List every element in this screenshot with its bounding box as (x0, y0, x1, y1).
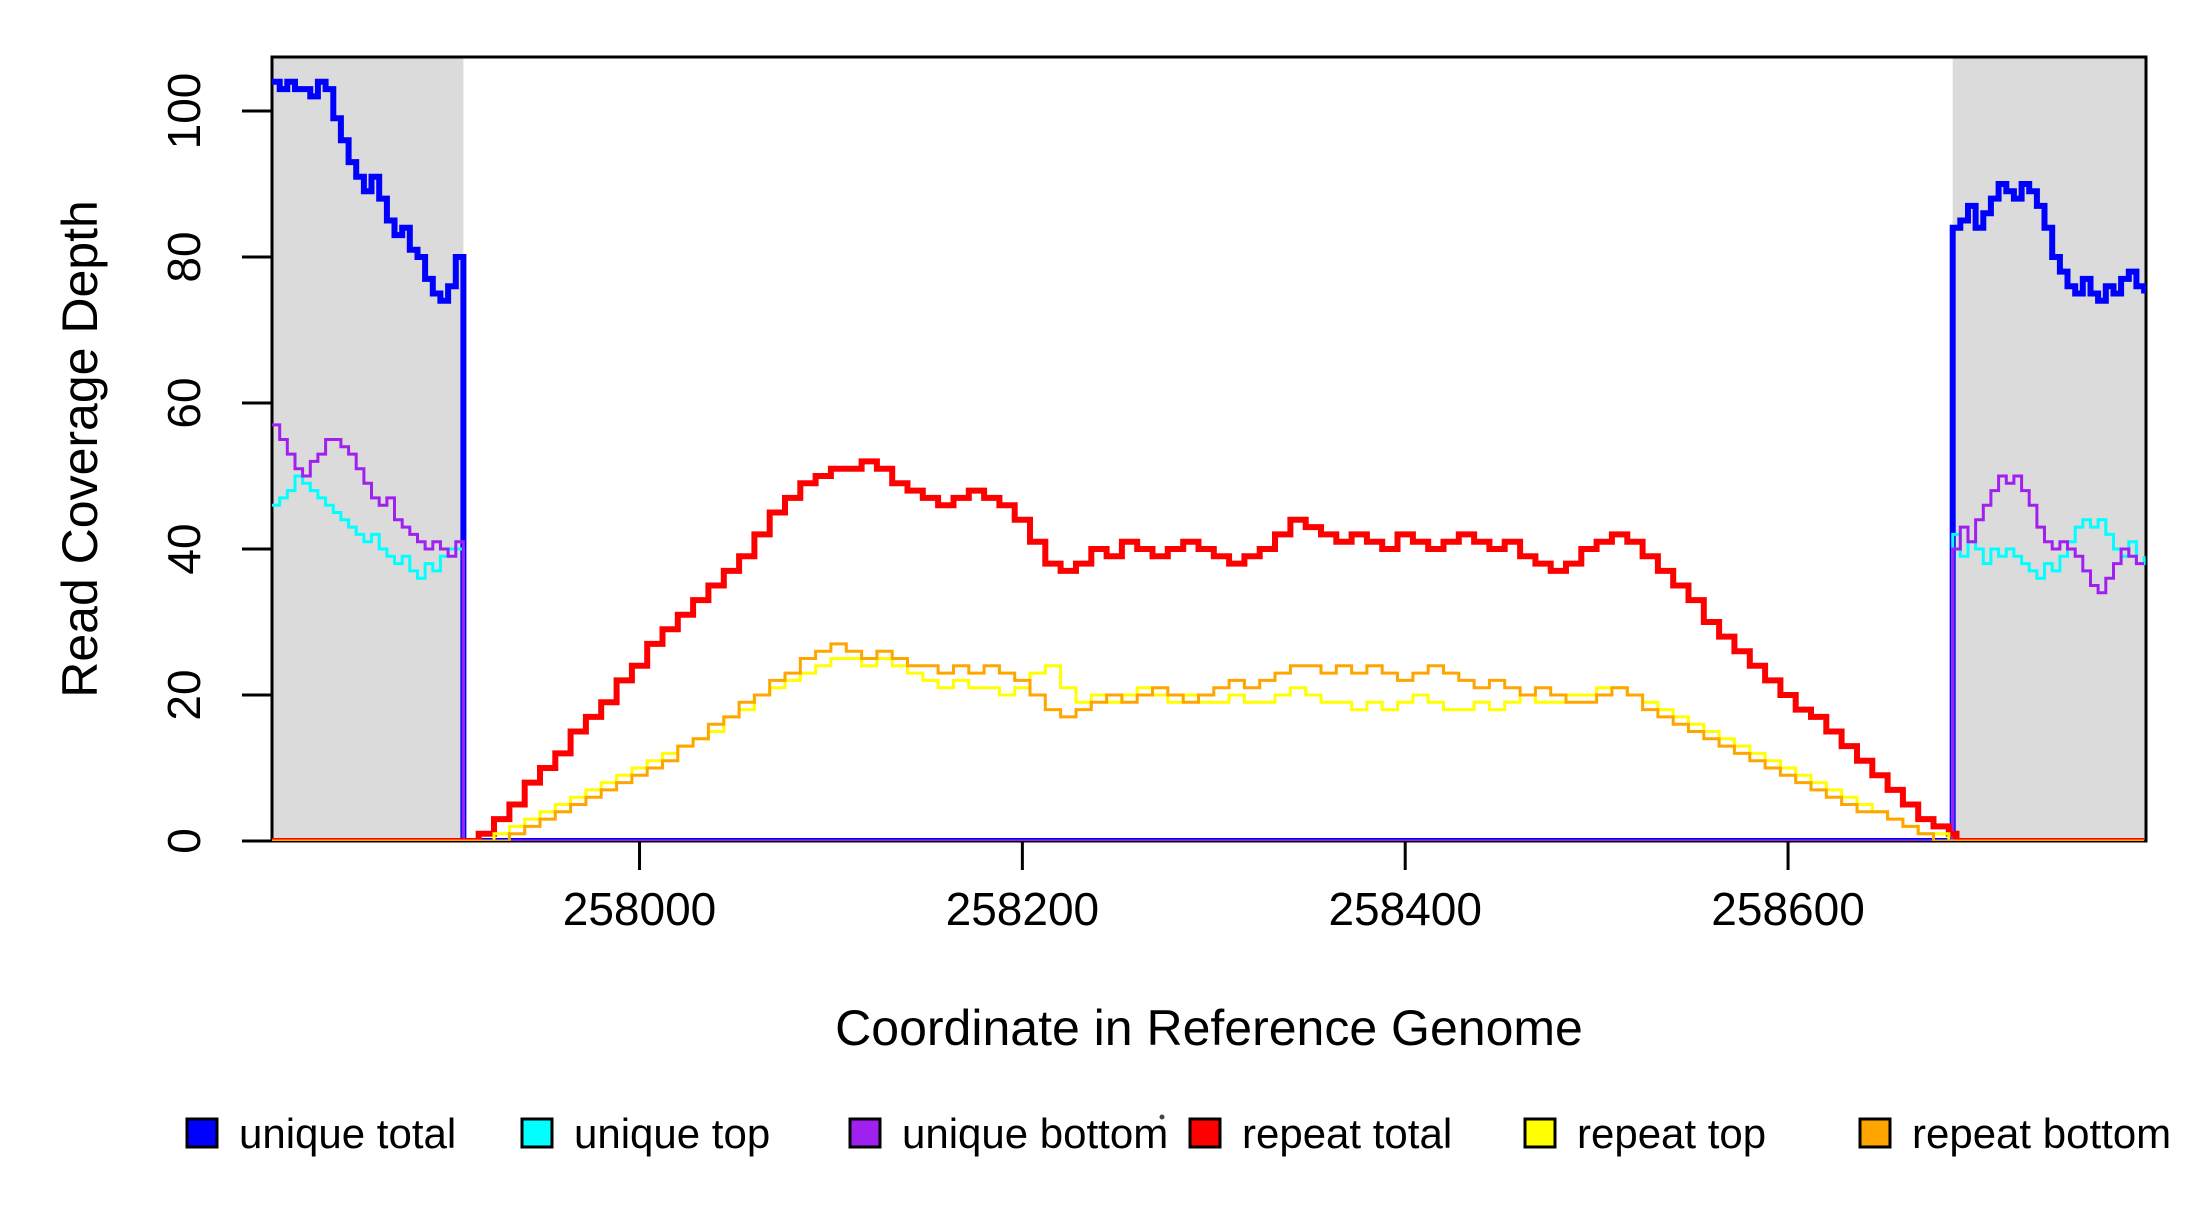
legend-swatch-unique-bottom (848, 1117, 882, 1149)
legend-swatch-unique-top (520, 1117, 554, 1149)
axes: 258000 258200 258400 258600 0 20 40 60 80 100 (158, 73, 1865, 935)
legend-item-repeat-bottom: repeat bottom (1858, 1110, 2171, 1157)
legend-label: repeat bottom (1912, 1110, 2171, 1157)
series-line-unique-bottom (272, 423, 2145, 841)
series-line-repeat-total (272, 458, 2145, 841)
series-line-unique-top (272, 474, 2146, 841)
series-line-unique-total (272, 78, 2146, 841)
shaded-region (272, 58, 464, 841)
legend-item-unique-total: unique total (185, 1110, 456, 1157)
y-tick-label: 100 (158, 73, 210, 150)
shaded-region (1952, 58, 2146, 841)
y-tick-label: 80 (158, 231, 210, 282)
x-tick-label: 258600 (1711, 883, 1865, 935)
legend-item-unique-bottom: unique bottom (848, 1110, 1168, 1157)
legend-item-repeat-total: repeat total (1188, 1110, 1452, 1157)
x-tick-label: 258200 (946, 883, 1100, 935)
y-tick-label: 60 (158, 377, 210, 428)
x-tick-label: 258400 (1328, 883, 1482, 935)
legend-swatch-repeat-top (1523, 1117, 1557, 1149)
legend-label: unique bottom (902, 1110, 1168, 1157)
shaded-regions (272, 58, 2146, 841)
legend-item-unique-top: unique top (520, 1110, 770, 1157)
series-line-repeat-bottom (272, 642, 2145, 841)
legend-label: unique top (574, 1110, 770, 1157)
legend-label: repeat total (1242, 1110, 1452, 1157)
legend-swatch-unique-total (185, 1117, 219, 1149)
y-tick-label: 0 (158, 828, 210, 854)
plot-border-box (270, 55, 2148, 843)
legend-label: unique total (239, 1110, 456, 1157)
series-line-repeat-top (272, 657, 2145, 841)
legend-swatch-repeat-bottom (1858, 1117, 1892, 1149)
legend: unique total unique top unique bottom repea… (185, 1110, 2171, 1157)
y-tick-label: 40 (158, 523, 210, 574)
x-axis-title: Coordinate in Reference Genome (835, 1000, 1583, 1056)
x-tick-label: 258000 (563, 883, 717, 935)
legend-label: repeat top (1577, 1110, 1766, 1157)
legend-item-repeat-top: repeat top (1523, 1110, 1766, 1157)
series-lines (272, 78, 2146, 841)
legend-swatch-repeat-total (1188, 1117, 1222, 1149)
y-axis-title: Read Coverage Depth (52, 200, 108, 698)
y-tick-label: 20 (158, 669, 210, 720)
artifact-dot (1159, 1114, 1165, 1120)
